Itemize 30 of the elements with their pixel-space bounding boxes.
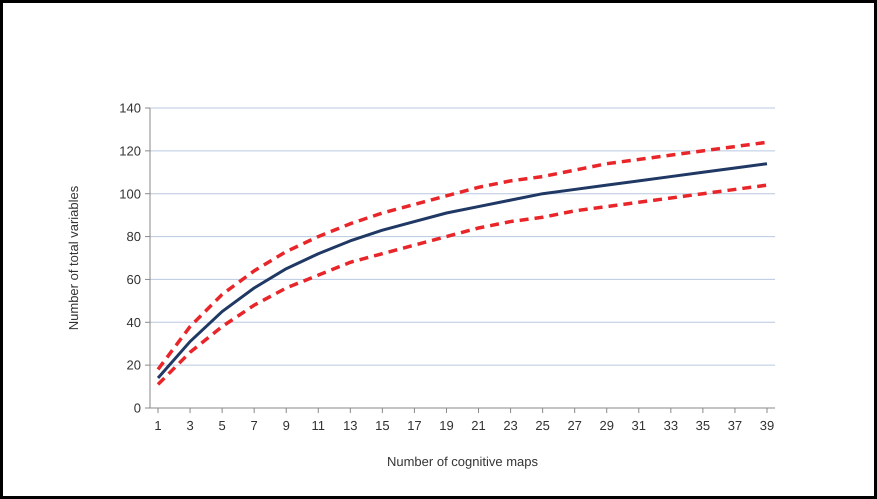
x-axis-title: Number of cognitive maps bbox=[386, 454, 539, 469]
y-tick-label: 120 bbox=[119, 143, 141, 158]
x-tick-label: 13 bbox=[343, 418, 358, 433]
x-tick-label: 1 bbox=[154, 418, 162, 433]
x-tick-label: 37 bbox=[728, 418, 742, 433]
x-tick-label: 9 bbox=[282, 418, 290, 433]
x-tick-label: 33 bbox=[664, 418, 678, 433]
x-tick-label: 11 bbox=[312, 418, 326, 433]
y-axis-title: Number of total variables bbox=[66, 185, 81, 330]
x-tick-label: 5 bbox=[218, 418, 226, 433]
x-tick-label: 19 bbox=[439, 418, 454, 433]
y-tick-label: 40 bbox=[126, 314, 141, 330]
y-tick-label: 100 bbox=[119, 186, 141, 202]
x-tick-label: 27 bbox=[567, 418, 582, 433]
x-tick-label: 21 bbox=[471, 418, 486, 433]
x-tick-label: 25 bbox=[535, 418, 550, 433]
x-tick-label: 29 bbox=[599, 418, 614, 433]
x-tick-label: 35 bbox=[696, 418, 710, 433]
y-tick-label: 80 bbox=[126, 229, 141, 244]
y-tick-label: 20 bbox=[126, 358, 141, 373]
x-tick-label: 23 bbox=[503, 418, 518, 433]
x-tick-label: 15 bbox=[375, 418, 390, 433]
x-tick-label: 7 bbox=[250, 418, 258, 433]
y-tick-label: 0 bbox=[134, 400, 141, 416]
x-tick-label: 17 bbox=[407, 418, 422, 433]
x-tick-label: 3 bbox=[186, 418, 194, 433]
x-tick-label: 39 bbox=[760, 418, 774, 433]
y-tick-label: 60 bbox=[126, 272, 141, 287]
x-tick-label: 31 bbox=[632, 418, 646, 433]
y-tick-label: 140 bbox=[119, 100, 141, 116]
